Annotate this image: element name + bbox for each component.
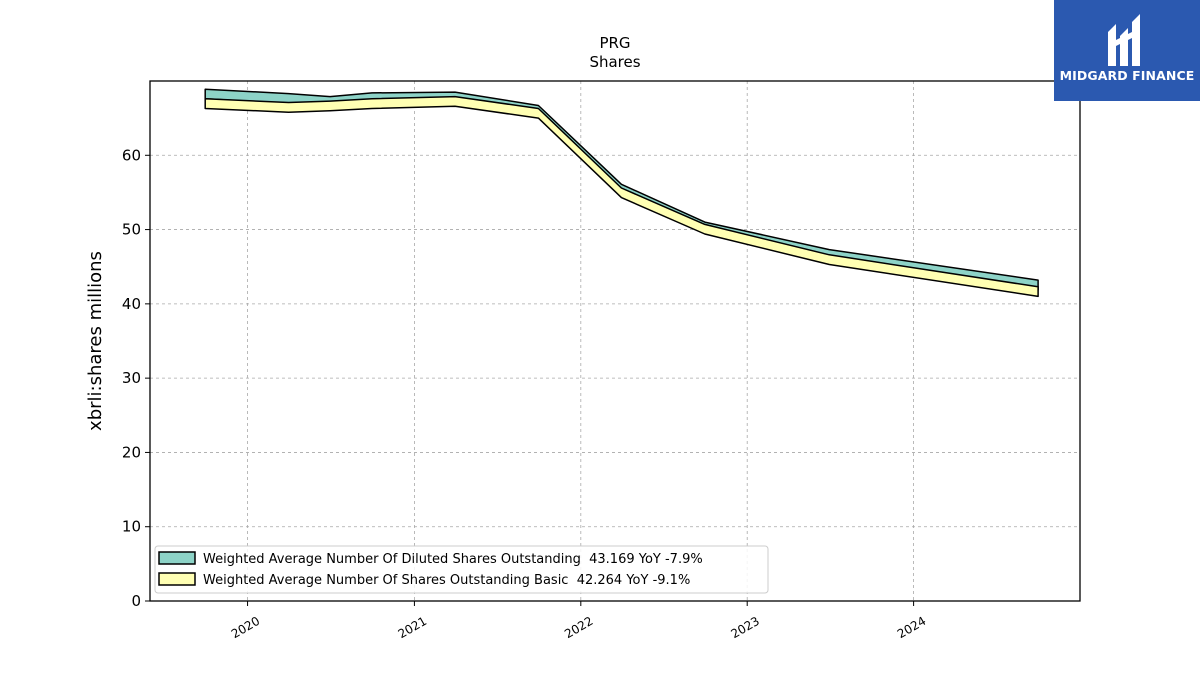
- y-axis: 0 10 20 30 40 50 60: [122, 146, 150, 610]
- data-point: [454, 91, 456, 93]
- legend-label-basic: Weighted Average Number Of Shares Outsta…: [203, 573, 690, 588]
- y-tick-label: 60: [122, 146, 141, 164]
- y-tick-label: 50: [122, 221, 141, 239]
- data-point: [204, 88, 206, 90]
- data-point: [329, 96, 331, 98]
- legend-swatch-diluted: [158, 551, 196, 565]
- series-group: [204, 88, 1039, 298]
- data-point: [454, 96, 456, 98]
- chart-subtitle: Shares: [589, 53, 640, 71]
- data-point: [288, 93, 290, 95]
- data-point: [371, 92, 373, 94]
- x-tick-label: 2021: [396, 614, 429, 641]
- data-point: [704, 221, 706, 223]
- data-point: [621, 184, 623, 186]
- grid: [150, 81, 1080, 601]
- data-point: [1037, 286, 1039, 288]
- data-point: [704, 224, 706, 226]
- y-tick-label: 0: [131, 592, 141, 610]
- y-tick-label: 10: [122, 518, 141, 536]
- midgard-finance-logo: MIDGARD FINANCE: [1054, 0, 1200, 101]
- y-tick-label: 40: [122, 295, 141, 313]
- legend: Weighted Average Number Of Diluted Share…: [154, 545, 769, 594]
- midgard-logo-icon: [1108, 14, 1140, 66]
- x-tick-label: 2020: [229, 614, 262, 641]
- data-point: [538, 105, 540, 107]
- data-point: [1037, 279, 1039, 281]
- data-point: [371, 98, 373, 100]
- x-tick-label: 2023: [728, 614, 761, 641]
- y-axis-label: xbrli:shares millions: [85, 251, 106, 431]
- plot-frame: [149, 80, 1081, 602]
- data-point: [288, 102, 290, 104]
- data-point: [329, 100, 331, 102]
- data-point: [621, 187, 623, 189]
- data-point: [204, 98, 206, 100]
- brand-name: MIDGARD FINANCE: [1059, 68, 1195, 83]
- data-point: [829, 249, 831, 251]
- data-point: [538, 108, 540, 110]
- chart-title: PRG: [599, 34, 630, 52]
- x-axis: 2020 2021 2022 2023 2024: [229, 601, 928, 641]
- y-tick-label: 20: [122, 443, 141, 461]
- legend-box: [154, 545, 769, 594]
- x-tick-label: 2024: [895, 614, 928, 641]
- data-point: [829, 254, 831, 256]
- x-tick-label: 2022: [562, 614, 595, 641]
- y-tick-label: 30: [122, 369, 141, 387]
- series-band-1: [204, 95, 1039, 298]
- legend-label-diluted: Weighted Average Number Of Diluted Share…: [203, 552, 703, 567]
- legend-swatch-basic: [158, 572, 196, 586]
